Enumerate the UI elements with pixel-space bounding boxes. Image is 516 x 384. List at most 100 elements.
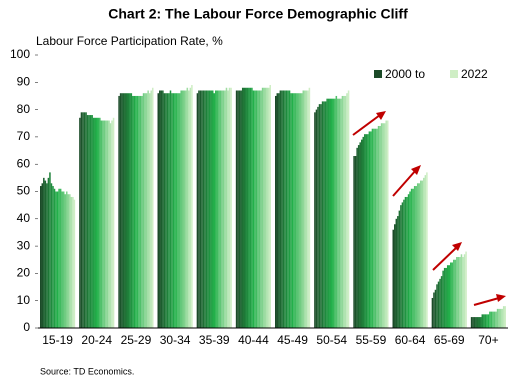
- bar: [293, 93, 295, 328]
- bar: [443, 267, 446, 328]
- bar: [53, 188, 56, 328]
- bar: [266, 87, 268, 328]
- bar: [46, 183, 48, 328]
- bar: [255, 90, 258, 329]
- bar: [326, 98, 328, 329]
- bar: [260, 90, 262, 329]
- bar: [470, 317, 473, 328]
- bar: [237, 90, 239, 329]
- bar: [302, 90, 305, 329]
- bar: [139, 95, 142, 328]
- bar: [307, 90, 309, 329]
- bar: [138, 95, 140, 328]
- bar: [171, 93, 173, 328]
- bar: [433, 292, 435, 328]
- bar: [160, 90, 163, 329]
- bar: [347, 90, 350, 329]
- bar: [202, 90, 205, 329]
- bar: [460, 254, 463, 328]
- bar: [398, 210, 401, 328]
- bar: [162, 90, 164, 329]
- bar: [442, 270, 444, 328]
- bar: [275, 95, 277, 328]
- annotation-arrows: [352, 111, 506, 306]
- bar: [476, 317, 479, 328]
- bar: [397, 216, 399, 328]
- bar: [267, 87, 270, 328]
- bar: [122, 93, 125, 328]
- bar: [400, 205, 402, 328]
- bar: [102, 120, 104, 329]
- bar: [453, 259, 455, 328]
- bar: [61, 191, 63, 328]
- bar: [221, 90, 223, 329]
- bar: [188, 90, 190, 329]
- bar: [166, 93, 169, 328]
- bar: [478, 317, 481, 328]
- bar: [406, 196, 408, 328]
- bar: [314, 112, 316, 328]
- bar: [296, 93, 298, 328]
- bar: [437, 281, 440, 328]
- x-tick-label: 35-39: [199, 333, 230, 347]
- bar: [504, 306, 506, 328]
- bar: [341, 95, 344, 328]
- bar: [219, 90, 222, 329]
- bar: [472, 317, 474, 328]
- bar: [100, 120, 103, 329]
- bar: [254, 90, 256, 329]
- bar: [112, 117, 115, 328]
- bar: [380, 123, 383, 328]
- bar: [404, 196, 407, 328]
- y-tick-label: 90: [17, 74, 31, 88]
- bar: [480, 317, 482, 328]
- bar: [201, 90, 203, 329]
- bar: [218, 90, 220, 329]
- bar: [106, 120, 109, 329]
- bar: [486, 314, 488, 328]
- bar: [362, 136, 365, 328]
- x-tick-label: 20-24: [81, 333, 112, 347]
- bar: [499, 308, 502, 328]
- bar: [282, 90, 285, 329]
- bar: [178, 93, 181, 328]
- bar: [142, 93, 145, 328]
- bar: [335, 95, 338, 328]
- bar: [490, 311, 493, 328]
- bar: [225, 87, 228, 328]
- bar: [457, 257, 460, 328]
- bar: [132, 95, 134, 328]
- bar: [174, 93, 176, 328]
- bar: [189, 87, 192, 328]
- bar: [374, 128, 377, 328]
- bar: [288, 90, 291, 329]
- bar: [70, 196, 73, 328]
- bar: [315, 109, 318, 328]
- bar: [105, 120, 107, 329]
- x-tick-label: 50-54: [316, 333, 347, 347]
- bar: [199, 90, 202, 329]
- bar: [431, 297, 434, 328]
- bar: [103, 120, 106, 329]
- bar: [484, 314, 487, 328]
- bar: [360, 139, 363, 328]
- bar: [97, 117, 100, 328]
- bar: [159, 90, 161, 329]
- bar: [502, 306, 505, 328]
- bar: [416, 183, 419, 328]
- bar: [252, 90, 255, 329]
- bar: [356, 147, 358, 328]
- bar: [111, 120, 113, 329]
- bar: [409, 191, 411, 328]
- bar: [465, 251, 467, 328]
- legend-swatch: [450, 70, 458, 78]
- bar: [198, 90, 200, 329]
- bar: [300, 93, 303, 328]
- bar: [440, 276, 443, 328]
- bar: [157, 93, 160, 328]
- bar: [241, 87, 244, 328]
- bar: [243, 87, 246, 328]
- bar: [395, 218, 398, 328]
- bar: [473, 317, 476, 328]
- bar: [119, 93, 122, 328]
